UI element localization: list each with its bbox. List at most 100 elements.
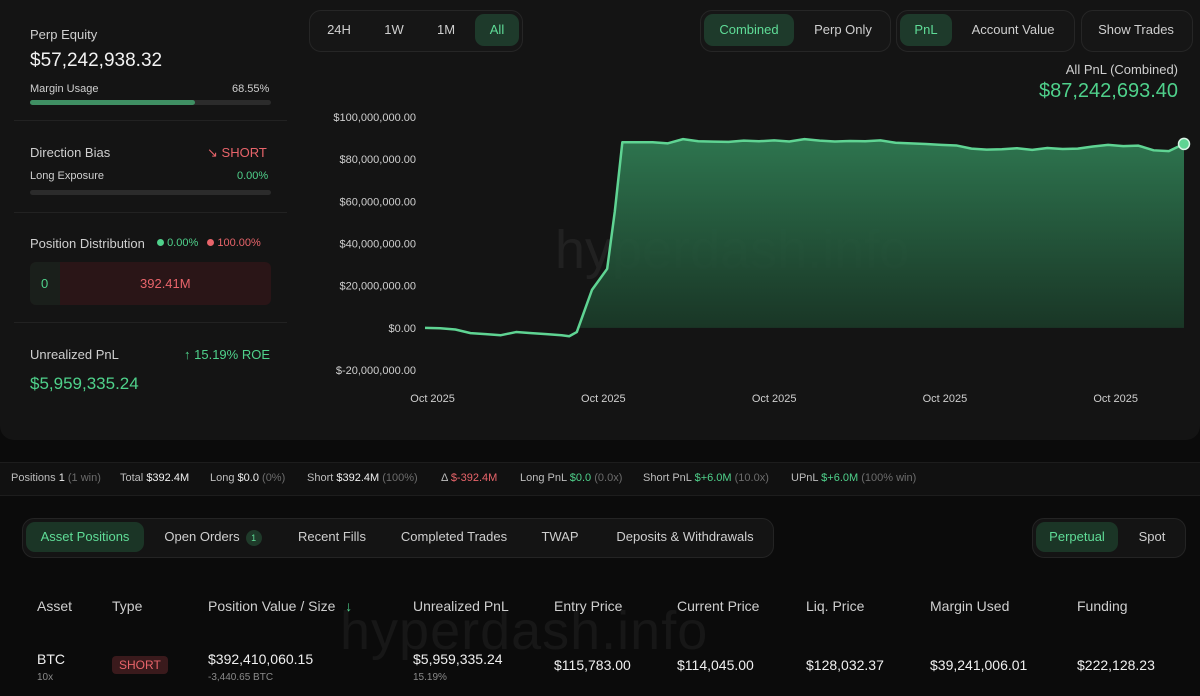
- stat-delta: Δ $-392.4M: [441, 472, 498, 484]
- table-watermark: hyperdash.info: [340, 601, 709, 661]
- col-funding[interactable]: Funding: [1077, 598, 1128, 614]
- long-exposure-label: Long Exposure: [30, 170, 104, 182]
- cell-position-value: $392,410,060.15: [208, 651, 314, 667]
- open-orders-count-badge: 1: [245, 529, 262, 546]
- divider: [14, 212, 287, 213]
- dist-long-segment: [30, 262, 60, 305]
- y-tick-label: $-20,000,000.00: [336, 365, 416, 377]
- time-range-1m[interactable]: 1M: [436, 22, 456, 37]
- stat-total: Total $392.4M: [120, 472, 190, 484]
- dist-short-pct: 100.00%: [217, 237, 261, 249]
- col-current-price[interactable]: Current Price: [677, 598, 760, 614]
- roe-text: 15.19% ROE: [194, 347, 270, 362]
- show-trades-wrapper: [1081, 10, 1193, 52]
- x-tick-label: Oct 2025: [581, 393, 626, 405]
- pnl-area: [576, 139, 1184, 328]
- col-margin-used[interactable]: Margin Used: [930, 598, 1010, 614]
- tab-recent-fills[interactable]: Recent Fills: [298, 529, 366, 544]
- col-asset[interactable]: Asset: [37, 598, 73, 614]
- cell-asset: BTC: [37, 651, 65, 667]
- view-combined[interactable]: Combined: [704, 14, 794, 46]
- dist-short-value: 392.41M: [140, 276, 191, 291]
- cell-entry-price: $115,783.00: [554, 657, 631, 673]
- roe-indicator: ↑ 15.19% ROE: [184, 347, 270, 362]
- tab-deposits-withdrawals[interactable]: Deposits & Withdrawals: [616, 529, 754, 544]
- x-tick-label: Oct 2025: [1093, 393, 1138, 405]
- cell-liq-price: $128,032.37: [806, 657, 884, 673]
- cell-leverage: 10x: [37, 672, 54, 683]
- sort-down-arrow-icon: ↓: [345, 598, 353, 614]
- y-tick-label: $0.00: [388, 323, 416, 335]
- chart-header-value: $87,242,693.40: [1038, 80, 1178, 102]
- col-unrealized-pnl[interactable]: Unrealized PnL: [413, 598, 509, 614]
- col-liq-price[interactable]: Liq. Price: [806, 598, 865, 614]
- tab-open-orders[interactable]: Open Orders 1: [153, 522, 273, 552]
- long-dot-icon: [157, 239, 164, 246]
- time-range-1w[interactable]: 1W: [384, 22, 404, 37]
- stat-short-pnl: Short PnL $+6.0M (10.0x): [643, 472, 769, 484]
- metric-account-value[interactable]: Account Value: [971, 22, 1055, 37]
- cell-funding: $222,128.23: [1077, 657, 1155, 673]
- distribution-legend: 0.00% 100.00%: [157, 237, 261, 249]
- unrealized-pnl-label: Unrealized PnL: [30, 347, 119, 362]
- cell-unrealized-pnl: $5,959,335.24: [413, 651, 503, 667]
- y-tick-label: $20,000,000.00: [340, 281, 416, 293]
- col-position-value-label: Position Value / Size: [208, 598, 336, 614]
- stats-strip: Positions 1 (1 win) Total $392.4M Long $…: [0, 462, 1200, 496]
- pnl-chart[interactable]: hyperdash.info$100,000,000.00$80,000,000…: [300, 100, 1200, 410]
- distribution-bar: 0 392.41M: [30, 262, 271, 305]
- position-distribution-label: Position Distribution: [30, 236, 145, 251]
- cell-pnl-pct: 15.19%: [413, 672, 447, 683]
- positions-tabbar: [22, 518, 774, 558]
- top-panel: Perp Equity $57,242,938.32 Margin Usage …: [14, 10, 1200, 410]
- trend-down-icon: ↘: [207, 145, 218, 160]
- metric-pnl[interactable]: PnL: [900, 14, 952, 46]
- tab-completed-trades[interactable]: Completed Trades: [400, 529, 508, 544]
- margin-usage-label: Margin Usage: [30, 83, 99, 95]
- unrealized-pnl-value: $5,959,335.24: [30, 374, 139, 393]
- stat-long-pnl: Long PnL $0.0 (0.0x): [520, 472, 623, 484]
- pnl-line: [424, 137, 1185, 338]
- y-tick-label: $60,000,000.00: [340, 196, 416, 208]
- cell-margin-used: $39,241,006.01: [930, 657, 1028, 673]
- type-badge: SHORT: [112, 656, 168, 674]
- arrow-up-icon: ↑: [184, 347, 191, 362]
- long-exposure-value: 0.00%: [237, 170, 269, 182]
- x-tick-label: Oct 2025: [752, 393, 797, 405]
- y-tick-label: $80,000,000.00: [340, 154, 416, 166]
- y-tick-label: $100,000,000.00: [333, 112, 416, 124]
- tab-open-orders-label: Open Orders: [164, 529, 240, 544]
- dist-long-pct: 0.00%: [167, 237, 199, 249]
- time-range-all[interactable]: All: [475, 14, 519, 46]
- tab-spot[interactable]: Spot: [1138, 529, 1166, 544]
- dist-long-value: 0: [41, 276, 49, 291]
- stat-upnl: UPnL $+6.0M (100% win): [791, 472, 917, 484]
- divider: [14, 322, 287, 323]
- margin-usage-bar: [30, 100, 271, 105]
- show-trades-button[interactable]: Show Trades: [1098, 22, 1174, 37]
- perp-equity-value: $57,242,938.32: [30, 50, 163, 71]
- pnl-endpoint: [1177, 137, 1191, 151]
- col-position-value[interactable]: Position Value / Size ↓: [208, 598, 352, 614]
- col-type[interactable]: Type: [112, 598, 143, 614]
- stat-short: Short $392.4M (100%): [307, 472, 418, 484]
- cell-size: -3,440.65 BTC: [208, 672, 274, 683]
- x-tick-label: Oct 2025: [410, 393, 455, 405]
- col-entry-price[interactable]: Entry Price: [554, 598, 623, 614]
- stat-positions: Positions 1 (1 win): [11, 472, 101, 484]
- short-dot-icon: [207, 239, 215, 246]
- tab-twap[interactable]: TWAP: [541, 529, 579, 544]
- time-range-24h[interactable]: 24H: [327, 22, 351, 37]
- perp-equity-label: Perp Equity: [30, 27, 98, 42]
- tab-asset-positions[interactable]: Asset Positions: [26, 522, 144, 552]
- y-tick-label: $40,000,000.00: [340, 239, 416, 251]
- direction-bias-value: ↘ SHORT: [207, 145, 267, 161]
- view-perp-only[interactable]: Perp Only: [814, 22, 872, 37]
- direction-bias-text: SHORT: [221, 145, 267, 160]
- direction-bias-label: Direction Bias: [30, 145, 111, 160]
- chart-header-label: All PnL (Combined): [1065, 62, 1178, 77]
- long-exposure-bar: [30, 190, 271, 195]
- x-tick-label: Oct 2025: [923, 393, 968, 405]
- tab-perpetual[interactable]: Perpetual: [1036, 522, 1118, 552]
- cell-current-price: $114,045.00: [677, 657, 754, 673]
